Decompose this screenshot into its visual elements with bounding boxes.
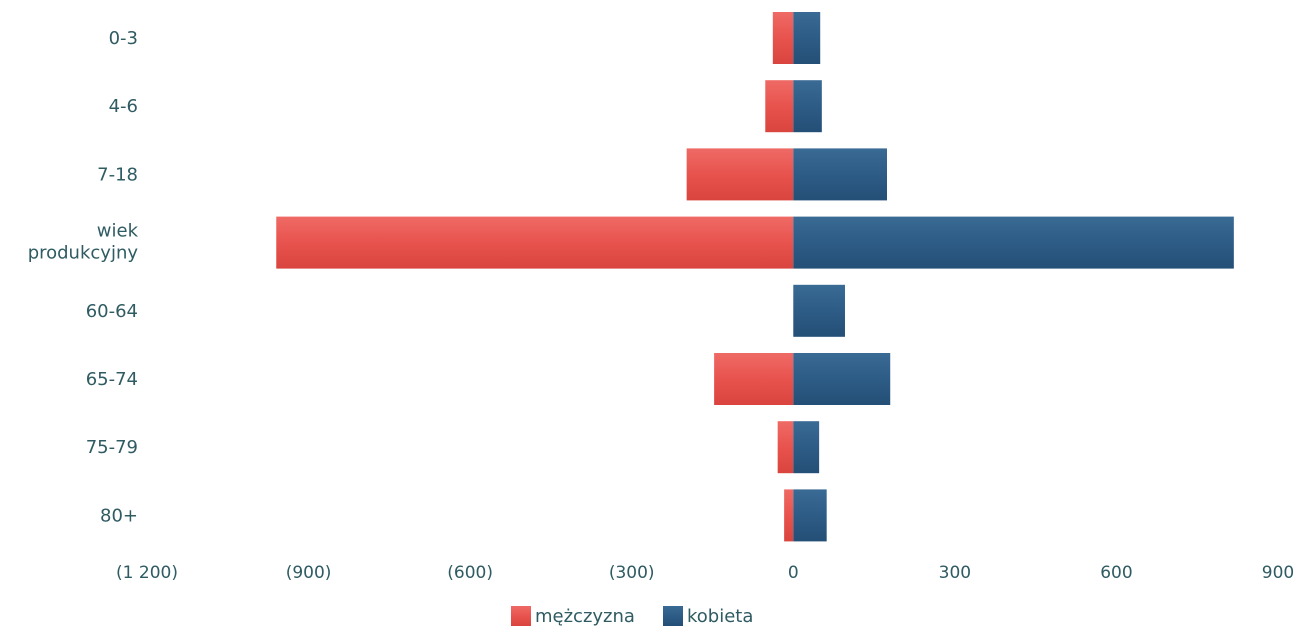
x-axis-tick-labels: (1 200) (900) (600) (300) 0 300 600 900 (116, 563, 1294, 583)
category-label-4-6: 4-6 (109, 96, 138, 117)
bar-kobieta-75-79 (793, 421, 820, 474)
bars-group (276, 12, 1234, 542)
bar-kobieta-4-6 (793, 80, 822, 133)
bar-mezczyzna-4-6 (765, 80, 794, 133)
legend-label-kobieta: kobieta (687, 606, 753, 627)
bar-mezczyzna-75-79 (777, 421, 794, 474)
x-tick-label-1-200: (1 200) (116, 563, 178, 583)
x-tick-label-0: 0 (788, 563, 799, 583)
legend-swatch-mezczyzna (511, 606, 531, 626)
bar-mezczyzna-0-3 (772, 12, 794, 64)
x-tick-label-600: 600 (1100, 563, 1132, 583)
category-label-7-18: 7-18 (97, 164, 138, 185)
category-label-75-79: 75-79 (86, 437, 138, 458)
x-tick-label-600: (600) (447, 563, 493, 583)
x-tick-label-300: (300) (609, 563, 655, 583)
bar-mezczyzna-65-74 (714, 353, 794, 405)
category-labels: 0-3 4-6 7-18 wiek produkcyjny 60-64 65-74 75-79… (28, 28, 139, 526)
bar-kobieta-80 (793, 489, 827, 542)
bar-mezczyzna-7-18 (686, 148, 794, 201)
bar-mezczyzna-wiek-produkcyjny (276, 216, 794, 269)
bar-kobieta-65-74 (793, 353, 891, 405)
x-tick-label-300: 300 (939, 563, 971, 583)
bar-kobieta-60-64 (793, 284, 845, 337)
legend: mężczyzna kobieta (511, 606, 753, 627)
legend-swatch-kobieta (663, 606, 683, 626)
category-label-wiek-produkcyjny: wiek produkcyjny (28, 221, 139, 264)
bar-mezczyzna-80 (784, 489, 794, 542)
bar-kobieta-7-18 (793, 148, 887, 201)
category-label-60-64: 60-64 (86, 301, 138, 322)
x-tick-label-900: 900 (1262, 563, 1294, 583)
bar-kobieta-wiek-produkcyjny (793, 216, 1234, 269)
category-label-0-3: 0-3 (109, 28, 138, 49)
category-label-65-74: 65-74 (86, 369, 138, 390)
legend-label-mezczyzna: mężczyzna (535, 606, 635, 627)
category-label-80: 80+ (100, 505, 138, 526)
x-tick-label-900: (900) (286, 563, 332, 583)
bar-kobieta-0-3 (793, 12, 821, 64)
